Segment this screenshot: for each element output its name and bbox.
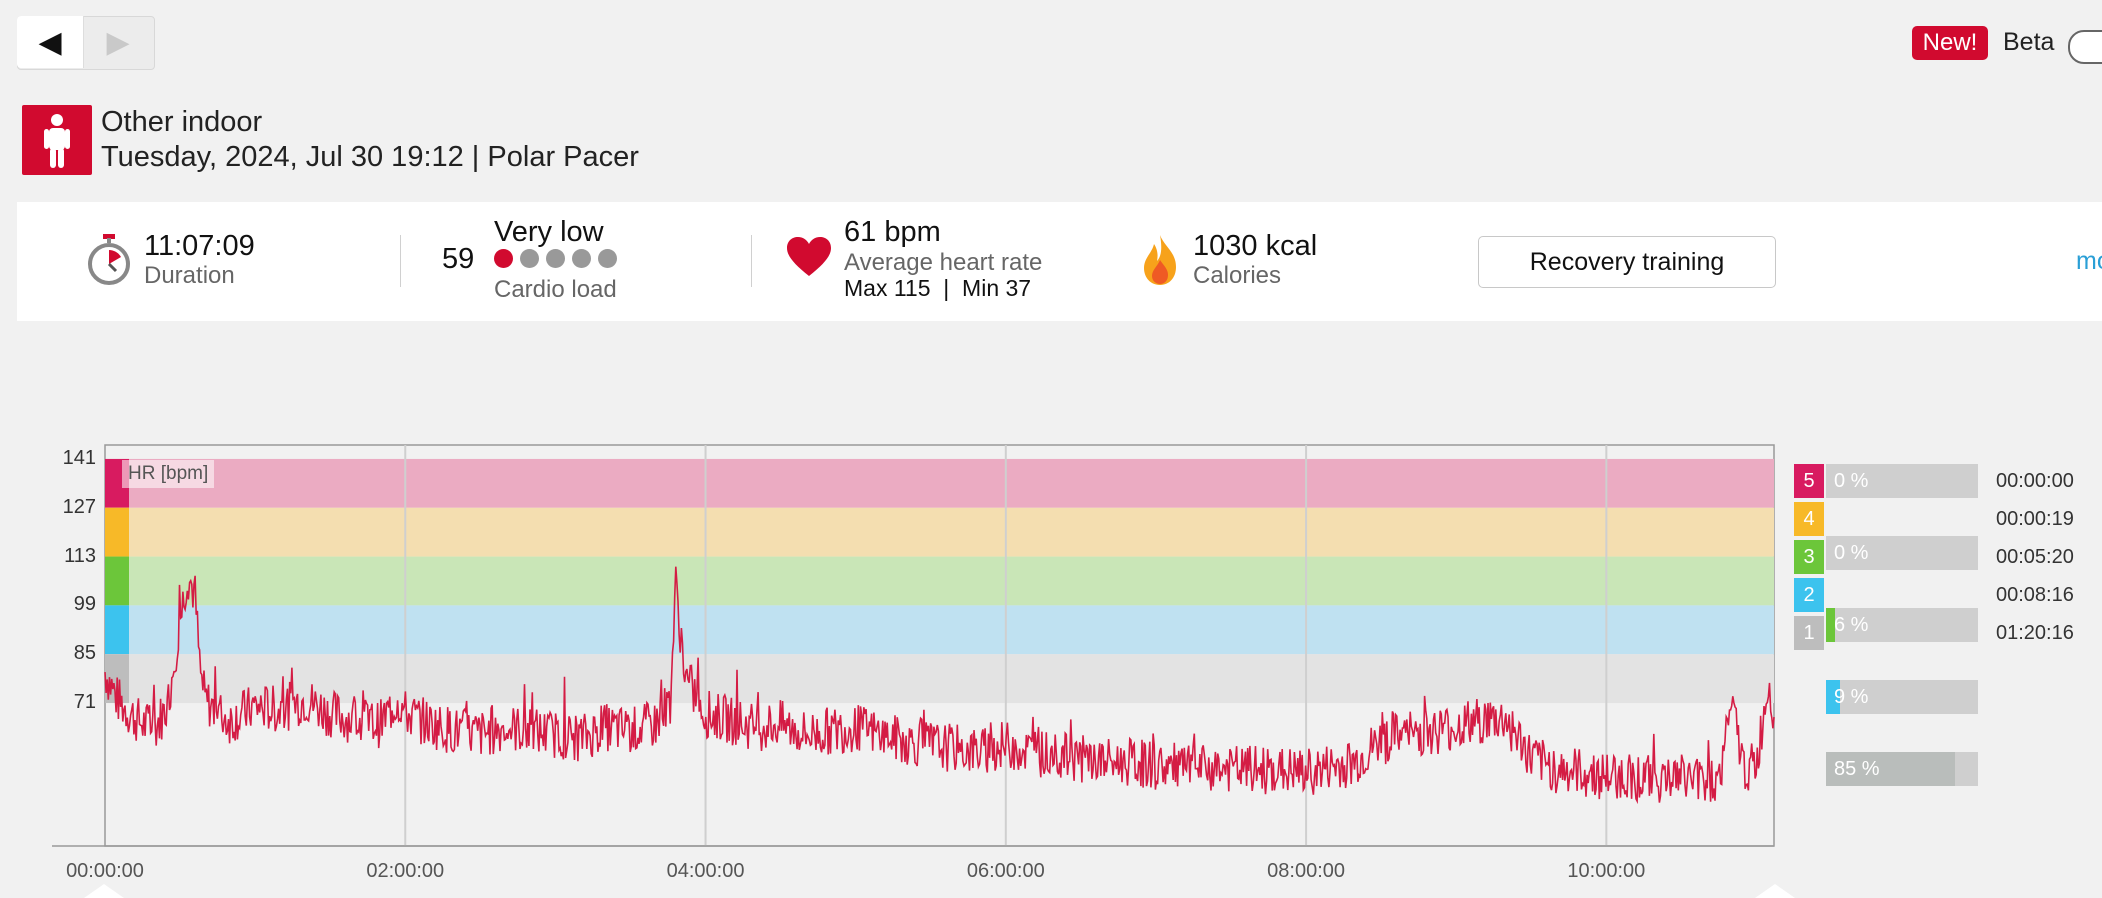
new-badge: New!	[1912, 26, 1988, 60]
zone-percent-fill	[1826, 608, 1836, 642]
zone-time: 00:08:16	[1996, 584, 2074, 606]
stopwatch-icon	[86, 234, 132, 291]
divider	[400, 235, 401, 287]
zone-percent: 85 %	[1834, 758, 1880, 780]
cardio-load-level: Very low	[494, 216, 604, 248]
summary-panel	[17, 202, 2102, 321]
zone-number: 3	[1794, 540, 1824, 574]
cardio-load-number: 59	[442, 243, 475, 275]
y-tick-label: 85	[73, 642, 96, 665]
zone-marker	[105, 605, 129, 655]
beta-toggle[interactable]	[2068, 30, 2102, 64]
zone-band	[105, 556, 1774, 606]
zone-percent-bar: 9 %	[1826, 680, 1978, 714]
cardio-dot	[494, 249, 513, 268]
zone-number: 4	[1794, 502, 1824, 536]
zone-percent: 9 %	[1834, 686, 1869, 708]
zone-percent-bar: 6 %	[1826, 608, 1978, 642]
zone-band	[105, 507, 1774, 557]
zone-number: 5	[1794, 464, 1824, 498]
calories-value: 1030 kcal	[1193, 230, 1318, 262]
zone-time: 00:00:19	[1996, 508, 2074, 530]
zone-table: 5 0 % 00:00:00 4 0 % 00:00:19 3 6 % 00:05:20 2 9 %…	[0, 0, 2102, 786]
zone-time: 01:20:16	[1996, 622, 2074, 644]
average-hr-label: Average heart rate	[844, 249, 1043, 276]
heart-icon	[786, 236, 832, 283]
person-icon	[22, 105, 92, 175]
zone-percent-bar: 85 %	[1826, 752, 1978, 786]
zone-band	[105, 458, 1774, 508]
x-tick-label: 10:00:00	[1567, 860, 1646, 882]
calories-label: Calories	[1193, 262, 1282, 289]
zone-number: 1	[1794, 616, 1824, 650]
zone-percent: 6 %	[1834, 614, 1869, 636]
range-end-handle[interactable]	[1755, 884, 1795, 898]
zone-marker	[105, 556, 129, 606]
back-button[interactable]: ◀	[17, 16, 84, 68]
hr-series-line	[104, 566, 1775, 805]
zone-time: 00:00:00	[1996, 470, 2074, 492]
duration-value: 11:07:09	[144, 230, 255, 262]
y-tick-label: 113	[64, 544, 96, 567]
more-link[interactable]: mo	[2076, 247, 2102, 275]
cardio-dot	[520, 249, 539, 268]
heart-rate-chart	[52, 444, 1775, 847]
zone-band	[105, 654, 1774, 704]
zone-band	[105, 605, 1774, 655]
y-tick-label: 99	[73, 593, 96, 616]
x-tick-label: 00:00:00	[66, 860, 144, 882]
chart-series-label: HR [bpm]	[122, 460, 215, 488]
cardio-dot	[572, 249, 591, 268]
divider	[751, 235, 752, 287]
x-tick-label: 04:00:00	[666, 860, 745, 882]
zone-percent-fill	[1826, 680, 1840, 714]
duration-label: Duration	[144, 262, 235, 289]
flame-icon	[1140, 234, 1180, 291]
recovery-training-button[interactable]: Recovery training	[1478, 236, 1776, 288]
zone-marker	[105, 507, 129, 557]
back-arrow-icon: ◀	[38, 25, 62, 59]
forward-button[interactable]: ▶	[84, 16, 152, 68]
y-tick-label: 141	[62, 446, 96, 469]
cardio-dot	[546, 249, 565, 268]
zone-percent: 0 %	[1834, 470, 1869, 492]
zone-percent-bar: 0 %	[1826, 536, 1978, 570]
zone-percent-bar: 0 %	[1826, 464, 1978, 498]
cardio-load-label: Cardio load	[494, 276, 617, 303]
cardio-dot	[598, 249, 617, 268]
hr-max-min: Max 115 | Min 37	[844, 275, 1032, 301]
x-tick-label: 02:00:00	[366, 860, 445, 882]
sport-name: Other indoor	[101, 106, 263, 138]
zone-percent: 0 %	[1834, 542, 1869, 564]
x-tick-label: 06:00:00	[966, 860, 1045, 882]
average-hr-value: 61 bpm	[844, 216, 941, 248]
beta-label: Beta	[2003, 28, 2055, 56]
x-tick-label: 08:00:00	[1267, 860, 1345, 882]
y-tick-label: 127	[62, 495, 96, 518]
session-date-device: Tuesday, 2024, Jul 30 19:12 | Polar Pace…	[101, 141, 639, 173]
zone-number: 2	[1794, 578, 1824, 612]
cardio-load-dots	[494, 249, 624, 273]
zone-percent-fill	[1826, 752, 1956, 786]
zone-time: 00:05:20	[1996, 546, 2074, 568]
range-start-handle[interactable]	[84, 884, 124, 898]
forward-arrow-icon: ▶	[106, 25, 130, 59]
y-tick-label: 71	[73, 691, 96, 714]
